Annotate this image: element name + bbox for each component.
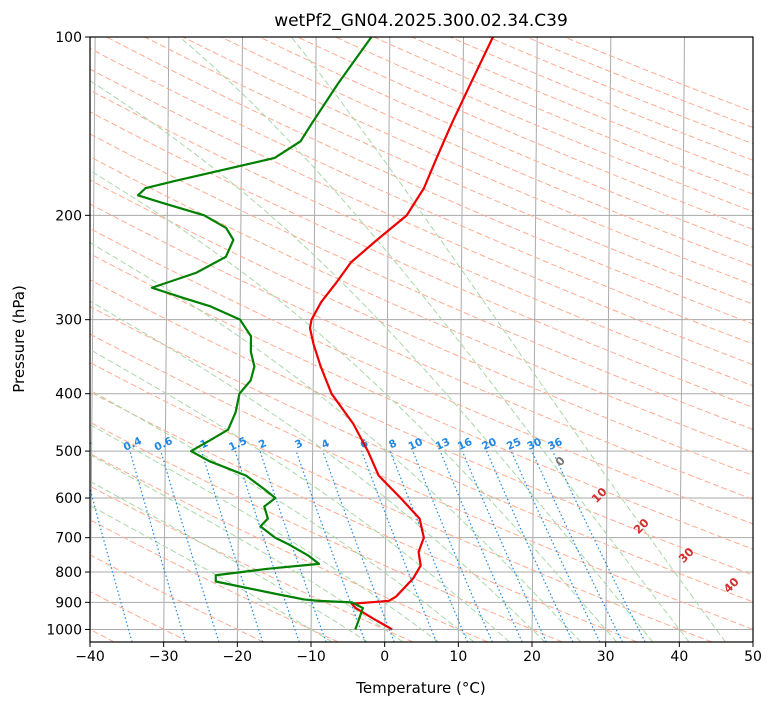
y-tick-label: 100 — [55, 30, 82, 46]
x-tick-label: 10 — [449, 649, 467, 665]
x-tick-label: 30 — [597, 649, 615, 665]
dry-adiabat-line — [220, 37, 753, 267]
y-tick-label: 200 — [55, 208, 82, 224]
dry-adiabat-line — [90, 203, 753, 500]
moist-adiabat-line — [90, 349, 510, 642]
mixing-ratio-line — [461, 450, 547, 642]
mixing-ratio-line — [551, 450, 646, 642]
plot-frame — [89, 36, 754, 643]
y-tick-label: 700 — [55, 531, 82, 547]
x-tick-label: 50 — [744, 649, 762, 665]
isotherm-line — [678, 37, 685, 642]
mixing-ratio-label: 13 — [434, 436, 452, 453]
dry-adiabat-line — [411, 37, 753, 178]
dry-adiabat-line — [90, 111, 753, 408]
x-tick-label: −20 — [223, 649, 253, 665]
y-axis-ticks: 1000 900 800 700 600 500 400 300 200 100 — [46, 30, 90, 638]
plot-area: 0.10.20.40.611.52346810131620253036-100-… — [72, 37, 753, 642]
dry-adiabat-line — [90, 227, 753, 525]
mixing-ratio-label: 30 — [525, 436, 543, 453]
dry-adiabat-line — [90, 333, 753, 630]
y-tick-label: 900 — [55, 595, 82, 611]
mixing-ratio-label: 10 — [406, 436, 424, 453]
x-tick-label: 20 — [523, 649, 541, 665]
dry-adiabat-line — [90, 179, 753, 477]
x-tick-label: 40 — [670, 649, 688, 665]
mixing-ratio-line — [412, 450, 493, 642]
chart-title: wetPf2_GN04.2025.300.02.34.C39 — [274, 11, 568, 31]
isotherm-line — [163, 37, 170, 642]
dry-adiabat-line — [90, 279, 753, 576]
isotherm-line — [457, 37, 464, 642]
moist-adiabat-line — [179, 37, 690, 642]
mixing-ratio-line — [200, 450, 264, 642]
dry-adiabat-line — [488, 37, 753, 145]
y-tick-label: 1000 — [46, 622, 82, 638]
dry-adiabat-line — [90, 89, 753, 387]
x-tick-label: −10 — [296, 649, 326, 665]
sounding-profiles — [136, 37, 494, 631]
mixing-ratio-line — [90, 486, 133, 642]
mixing-ratio-label: 20 — [480, 436, 498, 453]
x-axis-ticks: −40 −30 −20 −10 0 10 20 30 40 50 — [75, 642, 762, 665]
isotherm-line — [236, 37, 243, 642]
dry-adiabat-line — [90, 47, 753, 345]
dewpoint-profile — [136, 37, 373, 630]
dry-adiabat-line — [90, 453, 488, 642]
y-tick-label: 500 — [55, 444, 82, 460]
mixing-ratio-label: 2 — [257, 437, 269, 451]
y-tick-label: 600 — [55, 491, 82, 507]
x-tick-label: −40 — [75, 649, 105, 665]
moist-adiabat-line — [90, 389, 475, 642]
moist-adiabat-line — [90, 454, 404, 642]
x-tick-label: 0 — [380, 649, 389, 665]
dry-adiabat-line — [90, 361, 712, 642]
mixing-ratio-line — [531, 450, 623, 642]
mixing-ratio-label: 25 — [505, 436, 523, 453]
mixing-ratio-label: 16 — [456, 436, 474, 453]
mixing-ratio-label: 36 — [546, 436, 564, 453]
dry-adiabat-line — [90, 485, 414, 642]
x-tick-label: −30 — [149, 649, 179, 665]
y-tick-label: 300 — [55, 313, 82, 329]
isotherm-line — [384, 37, 391, 642]
mixing-ratio-line — [160, 450, 220, 642]
dry-adiabat-line — [90, 421, 563, 642]
dry-adiabat-line — [182, 37, 753, 286]
mixing-ratio-label: 8 — [387, 437, 399, 451]
isotherm-line — [90, 37, 96, 642]
x-axis-label: Temperature (°C) — [355, 679, 485, 697]
dry-adiabat-line — [373, 37, 753, 195]
dry-adiabat-line — [297, 37, 753, 230]
moist-adiabat-line — [90, 424, 439, 642]
mixing-ratio-line — [439, 450, 523, 642]
mixing-ratio-label: 0.2 — [72, 435, 94, 454]
dry-adiabat-line — [90, 305, 753, 603]
temperature-profile — [308, 37, 494, 631]
moist-adiabat-line — [291, 37, 726, 642]
moist-adiabat-line — [90, 80, 654, 642]
mixing-ratio-line — [486, 450, 574, 642]
mixing-ratio-label: 3 — [293, 437, 305, 451]
mixing-ratio-line — [295, 450, 366, 642]
mixing-ratio-line — [234, 450, 300, 642]
mixing-ratio-label: 4 — [320, 437, 332, 451]
moist-adiabat-line — [90, 480, 368, 642]
y-axis-label: Pressure (hPa) — [10, 285, 28, 393]
y-tick-label: 800 — [55, 565, 82, 581]
dry-adiabat-line — [106, 37, 753, 325]
y-tick-label: 400 — [55, 387, 82, 403]
dry-adiabat-lines — [90, 37, 753, 642]
dry-adiabat-line — [90, 519, 339, 642]
mixing-ratio-line — [129, 450, 187, 642]
